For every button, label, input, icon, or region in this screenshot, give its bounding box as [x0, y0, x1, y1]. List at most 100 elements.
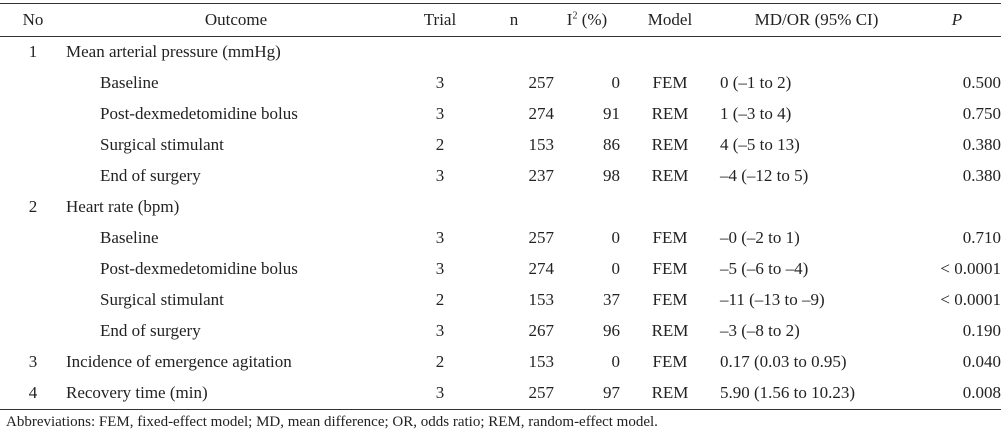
trial-count: 3: [435, 259, 445, 278]
outcome-label: Recovery time (min): [66, 383, 208, 402]
table-header-rule: [0, 36, 1001, 37]
p-value: 0.380: [962, 135, 1001, 154]
header-md-or-ci: MD/OR (95% CI): [754, 10, 879, 29]
md-or-ci: –3 (–8 to 2): [720, 321, 800, 340]
sample-size: 257: [528, 228, 555, 247]
row-number: 3: [28, 352, 38, 371]
table-row: 3 Incidence of emergence agitation 2 153 0 FE…: [0, 346, 1001, 377]
outcome-label: End of surgery: [100, 166, 201, 185]
sample-size: 153: [528, 290, 555, 309]
table-bottom-rule: [0, 409, 1001, 410]
trial-count: 3: [435, 166, 445, 185]
row-number: 4: [28, 383, 38, 402]
header-model: Model: [647, 10, 693, 29]
table-top-rule: [0, 3, 1001, 4]
outcome-label: Baseline: [100, 228, 159, 247]
outcome-label: End of surgery: [100, 321, 201, 340]
md-or-ci: 0 (–1 to 2): [720, 73, 792, 92]
row-number: [0, 284, 66, 315]
row-number: [0, 160, 66, 191]
header-i2-unit: (%): [577, 10, 608, 29]
row-number: 1: [28, 42, 38, 61]
table-row: 2 Heart rate (bpm): [0, 191, 1001, 222]
i2-value: 91: [603, 104, 620, 123]
p-value: 0.710: [962, 228, 1001, 247]
table-row: Surgical stimulant 2 153 37 FEM –11 (–13 to –…: [0, 284, 1001, 315]
sample-size: 153: [528, 135, 555, 154]
p-value: 0.750: [962, 104, 1001, 123]
i2-value: 0: [611, 73, 621, 92]
row-number: [0, 222, 66, 253]
sample-size: 237: [528, 166, 555, 185]
sample-size: 267: [528, 321, 555, 340]
i2-value: 96: [603, 321, 620, 340]
p-value: [913, 36, 1001, 67]
sample-size: 274: [528, 104, 555, 123]
md-or-ci: 4 (–5 to 13): [720, 135, 800, 154]
model-type: REM: [651, 135, 689, 154]
header-trial: Trial: [423, 10, 457, 29]
table-row: 1 Mean arterial pressure (mmHg): [0, 36, 1001, 67]
md-or-ci: –0 (–2 to 1): [720, 228, 800, 247]
table-header-row: No Outcome Trial n I2 (%) Model MD/OR (9…: [0, 4, 1001, 36]
header-i2-sup: 2: [572, 10, 578, 22]
header-i2: I2 (%): [554, 4, 620, 36]
sample-size: [474, 191, 554, 222]
model-type: REM: [651, 104, 689, 123]
i2-value: 37: [603, 290, 620, 309]
outcome-label: Heart rate (bpm): [66, 197, 180, 216]
model-type: REM: [651, 166, 689, 185]
sample-size: 153: [528, 352, 555, 371]
outcome-label: Post-dexmedetomidine bolus: [100, 259, 298, 278]
row-number: [0, 98, 66, 129]
row-number: [0, 253, 66, 284]
md-or-ci: [720, 36, 913, 67]
i2-value: 0: [611, 352, 621, 371]
p-value: 0.040: [962, 352, 1001, 371]
table-row: 4 Recovery time (min) 3 257 97 REM 5.90 (1.56 …: [0, 377, 1001, 408]
md-or-ci: –11 (–13 to –9): [720, 290, 825, 309]
model-type: FEM: [652, 228, 688, 247]
row-number: [0, 129, 66, 160]
outcome-label: Baseline: [100, 73, 159, 92]
trial-count: 2: [435, 135, 445, 154]
row-number: [0, 67, 66, 98]
model-type: FEM: [652, 290, 688, 309]
md-or-ci: 5.90 (1.56 to 10.23): [720, 383, 856, 402]
table-row: End of surgery 3 237 98 REM –4 (–12 to 5) 0.38…: [0, 160, 1001, 191]
model-type: [620, 191, 720, 222]
header-n: n: [509, 10, 519, 29]
trial-count: 3: [435, 383, 445, 402]
trial-count: 3: [435, 104, 445, 123]
i2-value: 0: [611, 228, 621, 247]
outcome-label: Post-dexmedetomidine bolus: [100, 104, 298, 123]
table-row: Baseline 3 257 0 FEM –0 (–2 to 1) 0.710: [0, 222, 1001, 253]
trial-count: [406, 191, 474, 222]
p-value: [913, 191, 1001, 222]
sample-size: 257: [528, 383, 555, 402]
outcome-label: Mean arterial pressure (mmHg): [66, 42, 281, 61]
model-type: REM: [651, 321, 689, 340]
model-type: FEM: [652, 73, 688, 92]
header-outcome: Outcome: [204, 10, 268, 29]
trial-count: 3: [435, 73, 445, 92]
model-type: [620, 36, 720, 67]
sample-size: [474, 36, 554, 67]
model-type: REM: [651, 383, 689, 402]
sample-size: 257: [528, 73, 555, 92]
i2-value: 97: [603, 383, 620, 402]
md-or-ci: 1 (–3 to 4): [720, 104, 792, 123]
p-value: 0.008: [962, 383, 1001, 402]
model-type: FEM: [652, 259, 688, 278]
p-value: 0.500: [962, 73, 1001, 92]
header-p-value: P: [951, 10, 963, 29]
md-or-ci: [720, 191, 913, 222]
p-value: < 0.0001: [940, 259, 1001, 278]
table-row: End of surgery 3 267 96 REM –3 (–8 to 2) 0.190: [0, 315, 1001, 346]
trial-count: 3: [435, 228, 445, 247]
trial-count: 2: [435, 290, 445, 309]
i2-value: [554, 191, 620, 222]
outcome-label: Incidence of emergence agitation: [66, 352, 292, 371]
md-or-ci: 0.17 (0.03 to 0.95): [720, 352, 847, 371]
table-row: Post-dexmedetomidine bolus 3 274 0 FEM –5 (–6…: [0, 253, 1001, 284]
